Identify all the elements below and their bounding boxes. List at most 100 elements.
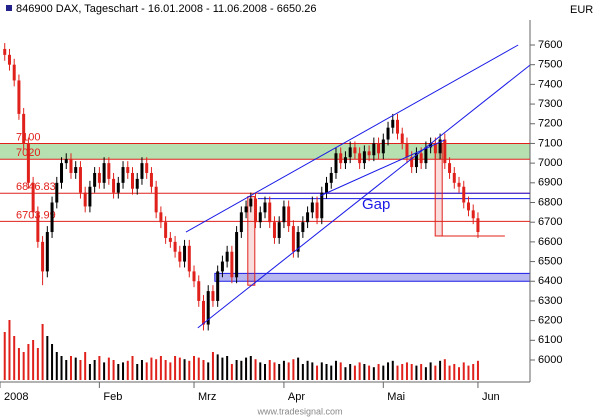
candle-body — [377, 143, 381, 154]
volume-bar — [235, 360, 238, 380]
candle-body — [239, 212, 243, 233]
candle-body — [26, 143, 30, 183]
volume-bar — [306, 360, 309, 380]
volume-bar — [159, 356, 162, 380]
candle-body — [131, 172, 134, 189]
volume-bar — [51, 344, 54, 380]
volume-bar — [363, 364, 366, 380]
candle-body — [367, 151, 371, 156]
volume-bar — [462, 362, 465, 380]
y-tick-label: 6200 — [538, 315, 562, 327]
y-tick-label: 6500 — [538, 255, 562, 267]
candle-body — [386, 127, 390, 140]
x-tick-label: Jun — [482, 391, 500, 403]
volume-bar — [36, 348, 39, 380]
candle-body — [296, 232, 300, 252]
volume-bar — [69, 356, 72, 380]
volume-bar — [382, 365, 385, 380]
trendline — [185, 44, 519, 233]
volume-bar — [183, 359, 186, 380]
volume-bar — [207, 362, 210, 380]
candle-body — [126, 167, 130, 173]
candle-body — [348, 147, 352, 158]
y-tick-label: 6800 — [538, 196, 562, 208]
candle-body — [74, 167, 78, 173]
y-tick-label: 6000 — [538, 354, 562, 366]
candle-body — [178, 251, 182, 262]
candle-body — [391, 119, 395, 128]
candle-body — [396, 119, 399, 134]
candle-body — [183, 245, 187, 262]
candle-body — [258, 212, 262, 223]
volume-bar — [334, 360, 337, 380]
candle-body — [7, 54, 11, 65]
candle-body — [93, 172, 97, 187]
candle-body — [343, 157, 347, 164]
candle-body — [249, 198, 253, 207]
candle-body — [400, 133, 404, 144]
y-tick-label: 6300 — [538, 295, 562, 307]
candle-body — [429, 143, 433, 148]
candle-body — [154, 186, 158, 213]
candle-body — [102, 163, 106, 183]
candle-body — [320, 192, 324, 219]
volume-bar — [55, 352, 58, 380]
candle-body — [457, 182, 461, 187]
candle-body — [64, 159, 68, 164]
volume-bar — [368, 365, 371, 380]
volume-bar — [60, 356, 63, 380]
x-tick-label: Mrz — [198, 391, 216, 403]
candle-body — [159, 212, 163, 223]
volume-bar — [98, 356, 101, 380]
volume-bar — [458, 367, 461, 380]
candle-body — [225, 251, 229, 262]
volume-bar — [13, 336, 16, 380]
candle-body — [381, 139, 385, 154]
candle-body — [164, 222, 168, 238]
volume-bar — [27, 344, 30, 380]
y-tick-label: 7400 — [538, 78, 562, 90]
candle-body — [282, 206, 286, 223]
y-tick-label: 6600 — [538, 236, 562, 248]
candle-body — [362, 151, 366, 164]
volume-bar — [320, 362, 323, 380]
candle-body — [419, 153, 423, 164]
volume-bar — [264, 364, 266, 380]
candle-body — [216, 271, 220, 301]
volume-bar — [249, 356, 252, 380]
candle-body — [135, 178, 139, 189]
candle-body — [448, 163, 452, 173]
volume-bar — [387, 362, 390, 380]
candle-body — [438, 139, 442, 154]
volume-bar — [174, 356, 177, 380]
volume-bar — [292, 359, 295, 380]
candle-body — [201, 300, 205, 325]
volume-bar — [453, 364, 456, 380]
volume-bar — [74, 357, 77, 380]
volume-bar — [405, 362, 408, 380]
y-tick-label: 7000 — [538, 157, 562, 169]
y-tick-label: 7500 — [538, 59, 562, 71]
y-tick-label: 6400 — [538, 275, 562, 287]
volume-bar — [230, 364, 233, 380]
candle-body — [211, 291, 215, 301]
volume-bar — [88, 364, 91, 380]
volume-bar — [226, 356, 229, 380]
volume-bar — [372, 367, 375, 380]
candle-body — [263, 202, 267, 213]
x-tick-label: Feb — [103, 391, 122, 403]
level-label: 7100 — [16, 131, 40, 143]
y-tick-label: 7100 — [538, 137, 562, 149]
candle-body — [301, 222, 305, 233]
volume-bar — [155, 359, 158, 380]
candle-body — [372, 143, 376, 156]
candle-body — [121, 167, 125, 183]
volume-bar — [415, 365, 418, 380]
volume-bar — [259, 362, 262, 380]
candle-body — [41, 241, 45, 272]
volume-bar — [391, 360, 394, 380]
currency: EUR — [570, 4, 593, 16]
candle-body — [192, 271, 196, 282]
candle-body — [173, 241, 177, 252]
